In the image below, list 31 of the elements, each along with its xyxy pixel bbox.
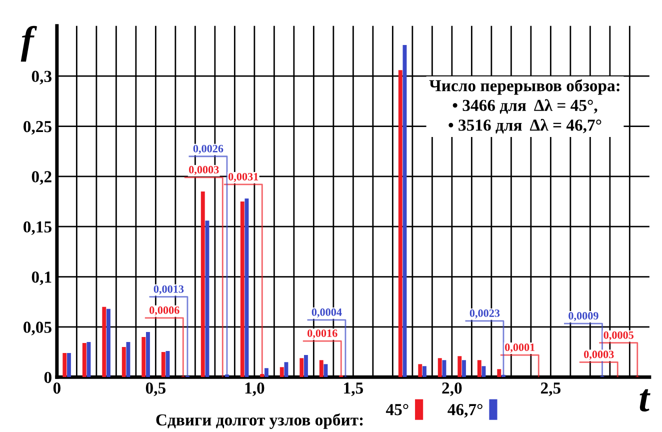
legend-label: 46,7° <box>448 404 482 418</box>
x-tick-label: 1,5 <box>344 382 363 396</box>
x-tick-label: 2,0 <box>442 382 462 396</box>
y-tick-label: 0,3 <box>32 70 52 84</box>
data-label: 0,0003 <box>584 350 614 360</box>
data-label: 0,0006 <box>150 306 180 316</box>
legend-title: Сдвиги долгот узлов орбит: <box>156 413 363 429</box>
y-tick-label: 0,1 <box>32 271 52 286</box>
y-tick-label: 0,25 <box>24 120 52 135</box>
data-label: 0,0013 <box>154 285 184 294</box>
x-tick-label: 0,5 <box>146 382 166 396</box>
y-axis-title: f <box>20 26 38 62</box>
y-tick-label: 0 <box>44 372 52 384</box>
y-tick-label: 0,2 <box>32 171 52 185</box>
data-label: 0,0023 <box>470 309 500 319</box>
x-tick-label: 0 <box>53 382 60 394</box>
x-tick-label: 1,0 <box>245 382 264 396</box>
data-label: 0,0026 <box>193 144 224 154</box>
data-label: 0,0001 <box>505 344 535 353</box>
annotation: Число перерывов обзора: • 3466 для Δλ = 45°, • 3516 для Δλ = 46,7° <box>429 79 620 134</box>
data-label: 0,0031 <box>228 172 258 182</box>
x-tick-label: 2,5 <box>540 382 560 396</box>
data-label: 0,0003 <box>189 166 219 176</box>
x-axis-title: t <box>640 389 650 412</box>
legend-label: 45° <box>386 404 408 416</box>
data-label: 0,0016 <box>308 330 338 339</box>
y-tick-label: 0,15 <box>24 221 52 235</box>
y-tick-label: 0,05 <box>24 322 52 336</box>
data-label: 0,0004 <box>312 308 342 318</box>
data-label: 0,0009 <box>568 312 598 322</box>
data-label: 0,0005 <box>604 331 634 340</box>
